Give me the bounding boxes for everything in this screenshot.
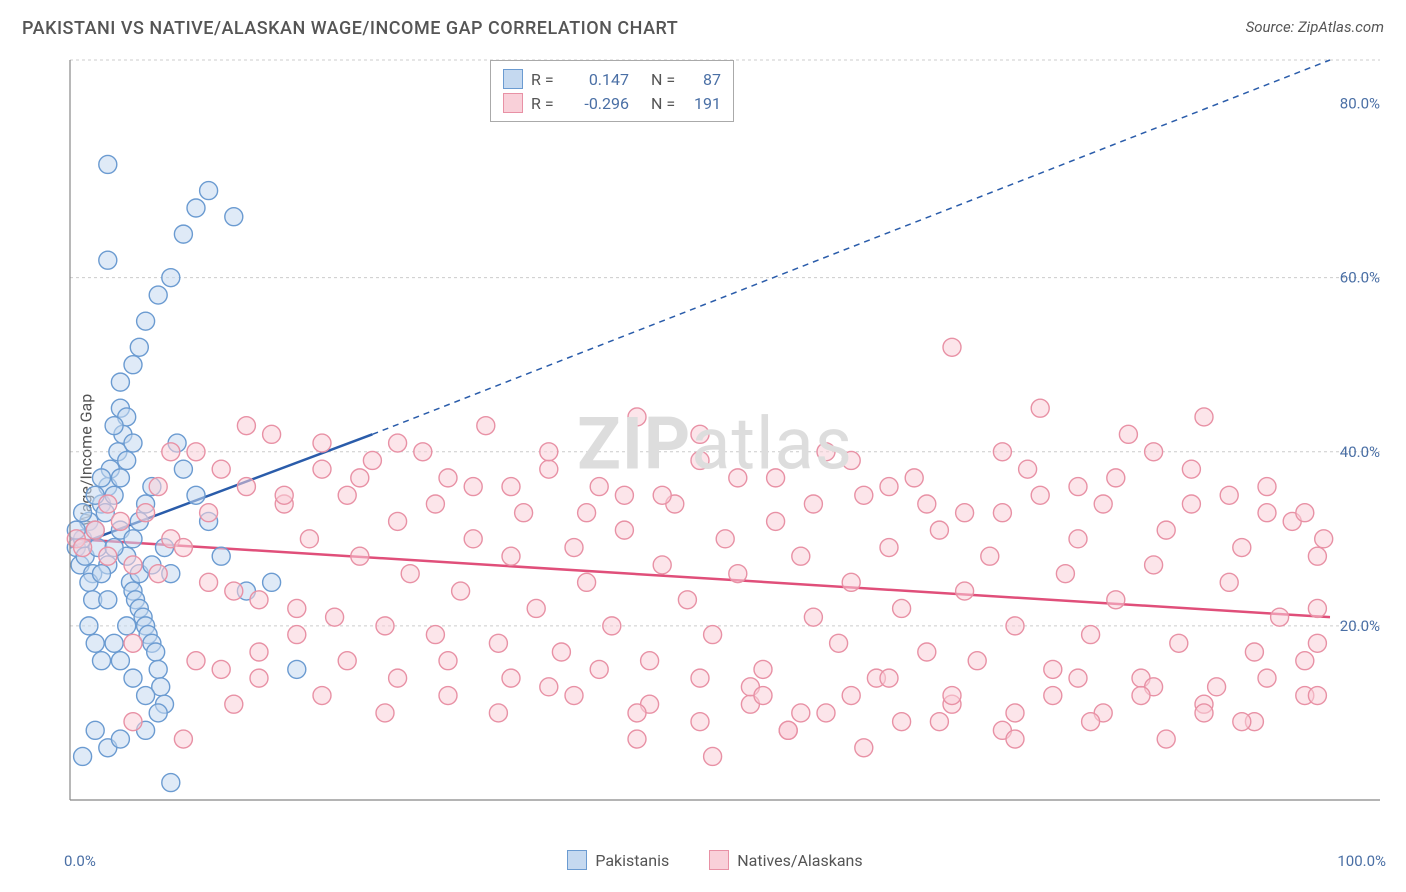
bottom-legend: Pakistanis Natives/Alaskans bbox=[40, 844, 1390, 870]
chart-header: PAKISTANI VS NATIVE/ALASKAN WAGE/INCOME … bbox=[0, 0, 1406, 39]
legend-item: Pakistanis bbox=[567, 850, 669, 870]
legend-label: Pakistanis bbox=[595, 851, 669, 870]
legend-swatch bbox=[709, 850, 729, 870]
n-label: N = bbox=[651, 94, 681, 113]
svg-text:60.0%: 60.0% bbox=[1340, 269, 1380, 287]
n-label: N = bbox=[651, 70, 681, 89]
stats-legend-box: R = 0.147 N = 87 R = -0.296 N = 191 bbox=[490, 60, 734, 122]
scatter-points bbox=[67, 155, 1332, 791]
r-value: -0.296 bbox=[569, 94, 629, 113]
chart-source: Source: ZipAtlas.com bbox=[1246, 18, 1384, 36]
r-label: R = bbox=[531, 94, 561, 113]
series-swatch bbox=[503, 93, 523, 113]
trend-lines bbox=[70, 60, 1330, 617]
r-value: 0.147 bbox=[569, 70, 629, 89]
n-value: 87 bbox=[689, 70, 721, 89]
series-swatch bbox=[503, 69, 523, 89]
stats-row: R = -0.296 N = 191 bbox=[503, 91, 721, 115]
svg-text:20.0%: 20.0% bbox=[1340, 617, 1380, 635]
chart-title: PAKISTANI VS NATIVE/ALASKAN WAGE/INCOME … bbox=[22, 18, 678, 39]
chart-container: Wage/Income Gap 20.0%40.0%60.0%80.0% ZIP… bbox=[40, 50, 1390, 870]
legend-item: Natives/Alaskans bbox=[709, 850, 862, 870]
n-value: 191 bbox=[689, 94, 721, 113]
svg-text:80.0%: 80.0% bbox=[1340, 95, 1380, 113]
y-tick-labels: 20.0% 40.0% 60.0% 80.0% bbox=[1340, 95, 1380, 635]
svg-text:40.0%: 40.0% bbox=[1340, 443, 1380, 461]
r-label: R = bbox=[531, 70, 561, 89]
legend-label: Natives/Alaskans bbox=[737, 851, 862, 870]
scatter-plot: 20.0% 40.0% 60.0% 80.0% bbox=[60, 50, 1390, 840]
legend-swatch bbox=[567, 850, 587, 870]
stats-row: R = 0.147 N = 87 bbox=[503, 67, 721, 91]
